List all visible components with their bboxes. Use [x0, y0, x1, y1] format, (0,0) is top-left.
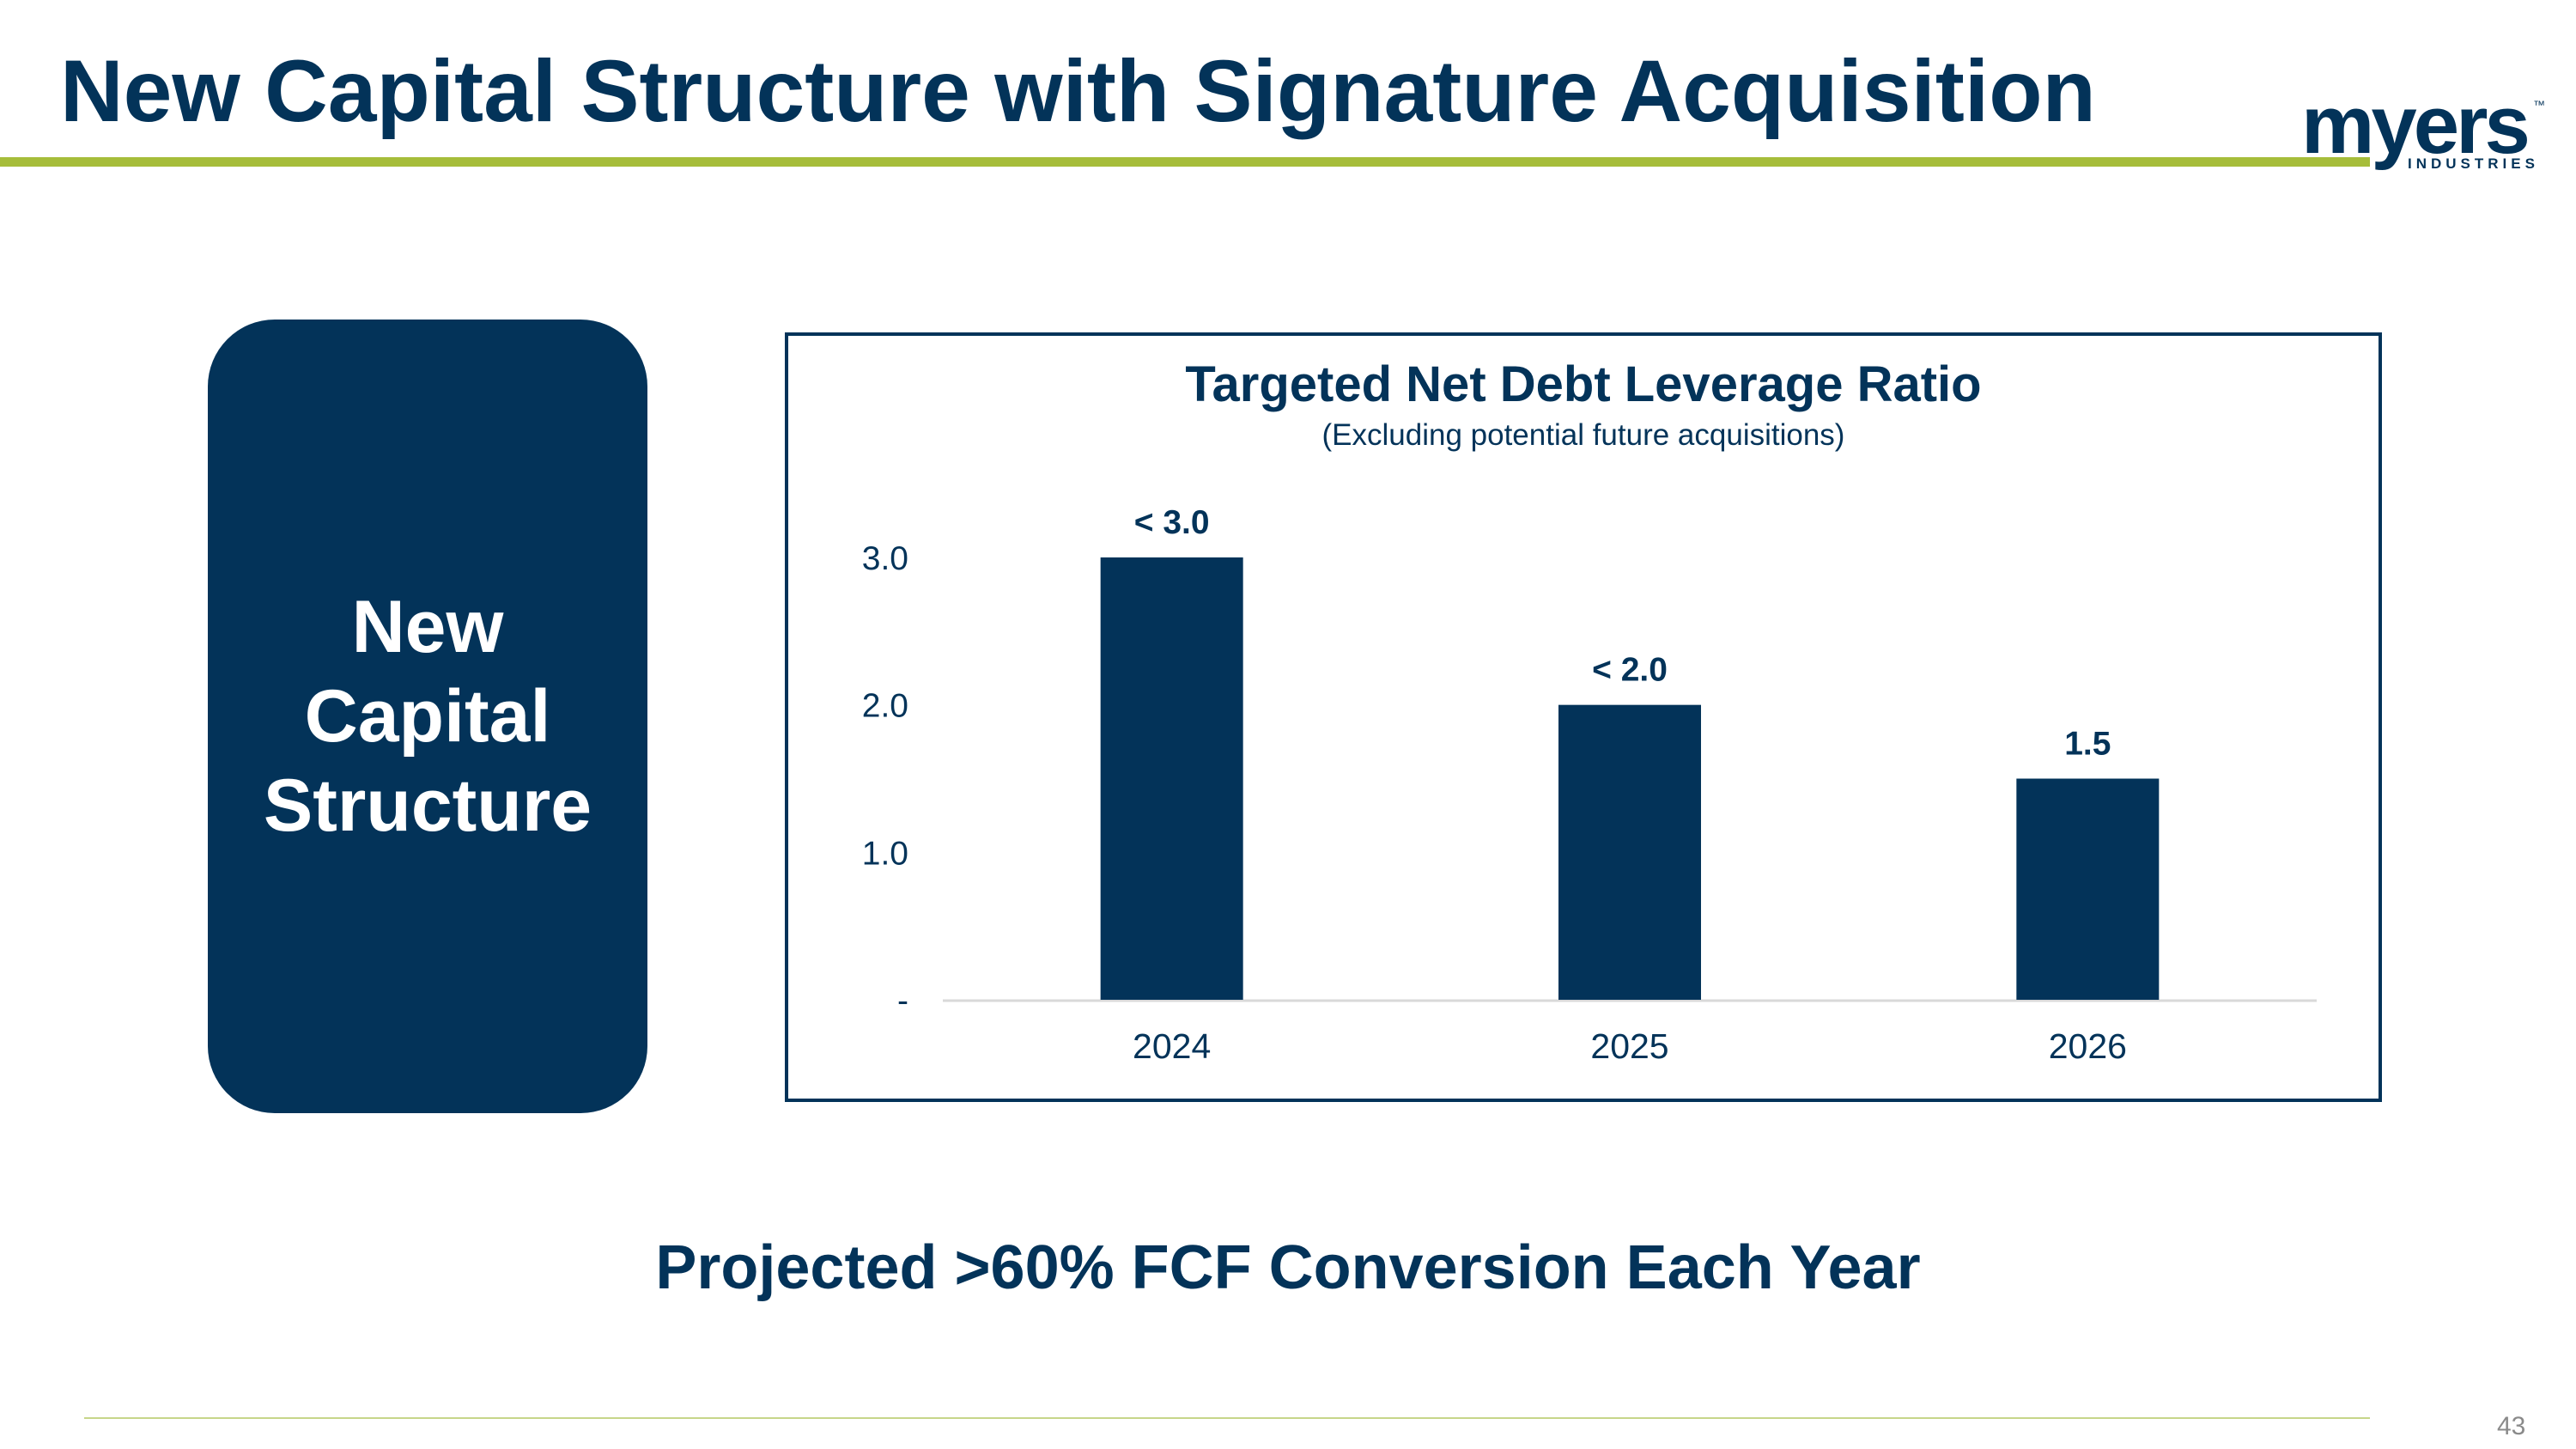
bar-2025 — [1558, 704, 1701, 1000]
title-underline — [0, 157, 2370, 167]
fcf-callout: Projected >60% FCF Conversion Each Year — [655, 1233, 1921, 1302]
chart-frame: Targeted Net Debt Leverage Ratio (Excludi… — [785, 332, 2382, 1102]
data-label: < 2.0 — [1592, 652, 1668, 689]
page-number: 43 — [2497, 1412, 2526, 1440]
side-box-text: New Capital Structure — [263, 586, 592, 847]
y-tick-label: 1.0 — [862, 835, 908, 872]
bar-2026 — [2016, 778, 2160, 1000]
y-tick-label: - — [897, 983, 908, 1020]
logo-subtitle: INDUSTRIES — [2408, 155, 2539, 172]
slide-title: New Capital Structure with Signature Acq… — [60, 42, 2096, 140]
x-tick-label: 2024 — [1133, 1026, 1211, 1066]
logo-wordmark: myers — [2301, 79, 2530, 171]
chart-subtitle: (Excluding potential future acquisitions… — [1322, 418, 1845, 452]
chart-title: Targeted Net Debt Leverage Ratio — [1185, 356, 1981, 412]
company-logo: myers ™ INDUSTRIES — [2301, 84, 2550, 179]
data-label: 1.5 — [2064, 726, 2111, 763]
side-highlight-box: New Capital Structure — [208, 320, 647, 1113]
x-tick-label: 2025 — [1590, 1026, 1668, 1066]
logo-trademark: ™ — [2533, 98, 2545, 112]
leverage-bar-chart: Targeted Net Debt Leverage Ratio (Excludi… — [862, 356, 2317, 1066]
y-tick-label: 2.0 — [862, 688, 908, 725]
footer-rule — [84, 1417, 2370, 1419]
x-tick-label: 2026 — [2049, 1026, 2127, 1066]
y-tick-label: 3.0 — [862, 540, 908, 577]
bar-2024 — [1100, 557, 1243, 1000]
data-label: < 3.0 — [1134, 504, 1210, 541]
